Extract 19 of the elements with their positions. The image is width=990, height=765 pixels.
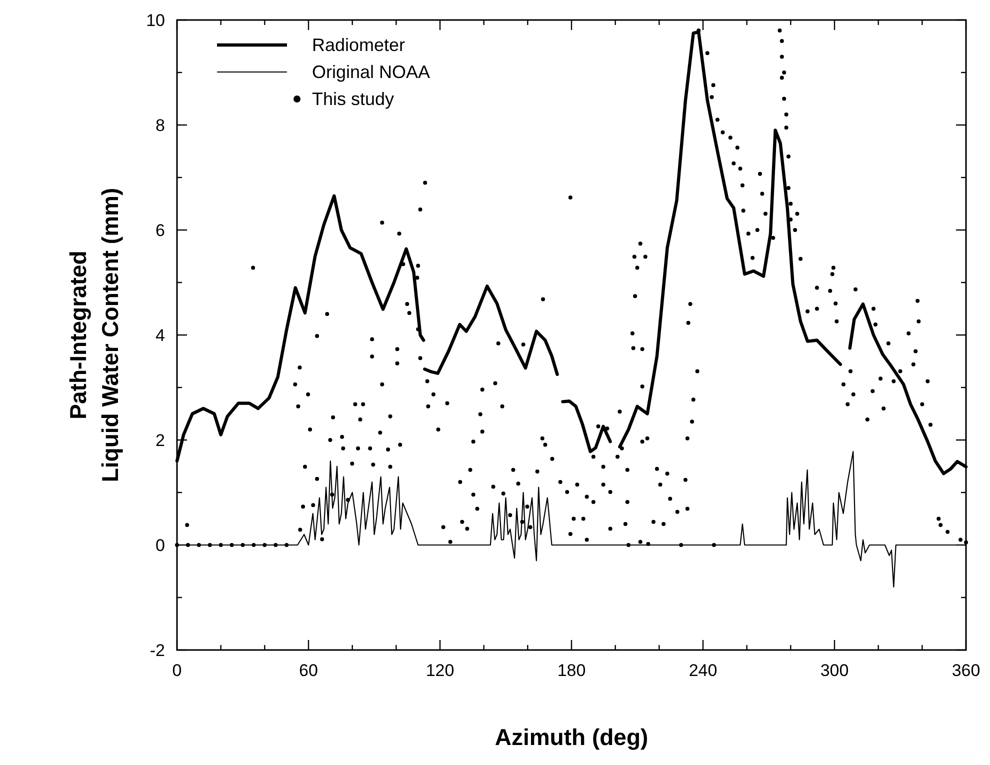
y-tick-label: 0 xyxy=(156,536,165,555)
y-axis-title: Path-Integrated Liquid Water Content (mm) xyxy=(65,188,123,482)
x-axis-title: Azimuth (deg) xyxy=(494,724,648,750)
y-tick-label: 4 xyxy=(156,326,165,345)
y-tick-label: 8 xyxy=(156,116,165,135)
x-tick-label: 240 xyxy=(688,661,718,680)
y-tick-label: -2 xyxy=(150,641,165,660)
legend-label: Radiometer xyxy=(312,35,406,55)
x-tick-label: 360 xyxy=(952,661,980,680)
y-tick-label: 10 xyxy=(146,11,165,30)
x-tick-label: 120 xyxy=(426,661,454,680)
legend-label: Original NOAA xyxy=(312,62,430,82)
y-tick-label: 6 xyxy=(156,221,165,240)
x-tick-label: 60 xyxy=(299,661,318,680)
x-tick-label: 180 xyxy=(557,661,586,680)
legend-label: This study xyxy=(312,89,394,109)
y-tick-label: 2 xyxy=(156,431,165,450)
x-tick-label: 300 xyxy=(820,661,849,680)
x-tick-label: 0 xyxy=(172,661,182,680)
